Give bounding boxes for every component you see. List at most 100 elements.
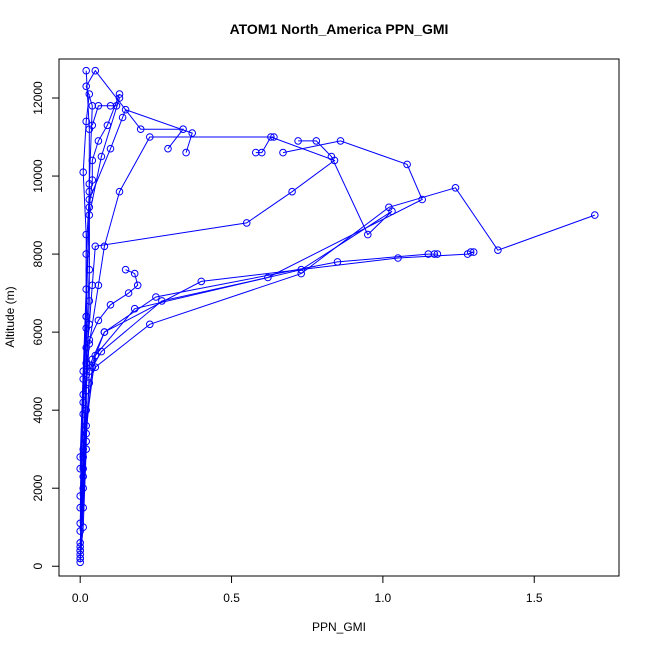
data-point	[466, 248, 475, 256]
data-point	[424, 250, 433, 258]
data-point	[130, 304, 139, 313]
data-point	[82, 343, 90, 352]
series-line	[79, 253, 438, 551]
data-point	[118, 113, 127, 122]
data-point	[82, 230, 90, 239]
x-axis-label: PPN_GMI	[312, 620, 366, 634]
data-point	[312, 137, 321, 145]
data-point	[82, 66, 90, 75]
data-point	[94, 102, 103, 110]
y-tick-label: 0	[31, 563, 45, 570]
y-tick-label: 6000	[31, 318, 45, 345]
data-point	[430, 250, 439, 258]
series-line	[79, 140, 423, 559]
data-point	[188, 129, 196, 137]
data-point	[91, 66, 100, 75]
data-point	[79, 445, 87, 454]
x-tick-label: 0.5	[223, 591, 240, 605]
data-point	[100, 242, 109, 251]
data-point	[158, 297, 166, 305]
data-point	[85, 90, 94, 98]
data-point	[103, 121, 112, 130]
data-point	[106, 102, 115, 110]
data-point	[182, 148, 190, 157]
data-point	[124, 289, 133, 297]
data-point	[258, 148, 266, 157]
x-tick-label: 1.0	[375, 591, 392, 605]
data-point	[82, 324, 90, 333]
data-point	[451, 184, 460, 192]
data-point	[76, 558, 84, 567]
data-point	[197, 277, 206, 286]
series-3	[76, 248, 478, 559]
data-point	[79, 410, 87, 418]
data-point	[76, 527, 84, 535]
data-point	[106, 301, 115, 309]
data-point	[121, 105, 130, 114]
data-point	[79, 168, 87, 176]
data-point	[388, 207, 396, 215]
data-point	[179, 125, 187, 133]
data-point	[115, 187, 124, 196]
data-point	[270, 133, 278, 141]
series-line	[79, 94, 90, 508]
data-point	[336, 137, 345, 145]
data-point	[264, 273, 272, 282]
series-line	[79, 109, 193, 497]
x-tick-label: 1.5	[526, 591, 543, 605]
data-point	[403, 160, 411, 169]
y-axis: 0 2000 4000 6000 8000 10000 12000	[31, 81, 60, 570]
y-tick-label: 10000	[31, 159, 45, 193]
data-point	[94, 137, 103, 145]
series-9	[76, 105, 196, 500]
data-point	[327, 152, 336, 161]
x-tick-label: 0.0	[72, 591, 89, 605]
series-line	[79, 93, 120, 563]
data-point	[85, 203, 94, 212]
data-point	[88, 102, 97, 110]
data-point	[94, 316, 103, 325]
data-point	[164, 144, 172, 153]
data-point	[133, 281, 142, 290]
data-point	[115, 90, 124, 98]
data-point	[100, 328, 109, 336]
data-point	[152, 293, 160, 301]
data-point	[106, 144, 115, 153]
data-point	[76, 464, 84, 473]
data-point	[130, 269, 139, 278]
series-line	[79, 136, 274, 524]
chart-title: ATOM1 North_America PPN_GMI	[230, 21, 449, 37]
series-1	[76, 133, 339, 563]
data-point	[252, 148, 260, 157]
data-point	[136, 125, 145, 133]
data-point	[91, 351, 100, 360]
y-tick-label: 4000	[31, 397, 45, 424]
data-point	[279, 148, 287, 157]
plot-frame	[58, 58, 620, 577]
data-point	[82, 82, 90, 91]
data-point	[494, 246, 502, 254]
series-line	[79, 136, 336, 559]
data-point	[76, 503, 84, 512]
data-point	[242, 219, 251, 227]
data-point	[94, 281, 103, 290]
data-point	[91, 242, 100, 251]
y-tick-label: 8000	[31, 240, 45, 267]
data-point	[97, 152, 106, 161]
series-line	[79, 140, 393, 551]
series-7	[76, 137, 396, 555]
plot-area	[76, 66, 599, 567]
data-point	[333, 258, 342, 266]
data-point	[146, 320, 154, 329]
series-14	[76, 90, 94, 512]
data-point	[294, 137, 302, 145]
data-point	[591, 211, 599, 219]
series-5	[76, 184, 599, 547]
data-point	[364, 230, 372, 239]
y-tick-label: 12000	[31, 81, 45, 115]
data-point	[469, 248, 478, 256]
data-point	[394, 254, 402, 262]
series-6	[76, 137, 427, 563]
data-point	[297, 265, 306, 274]
